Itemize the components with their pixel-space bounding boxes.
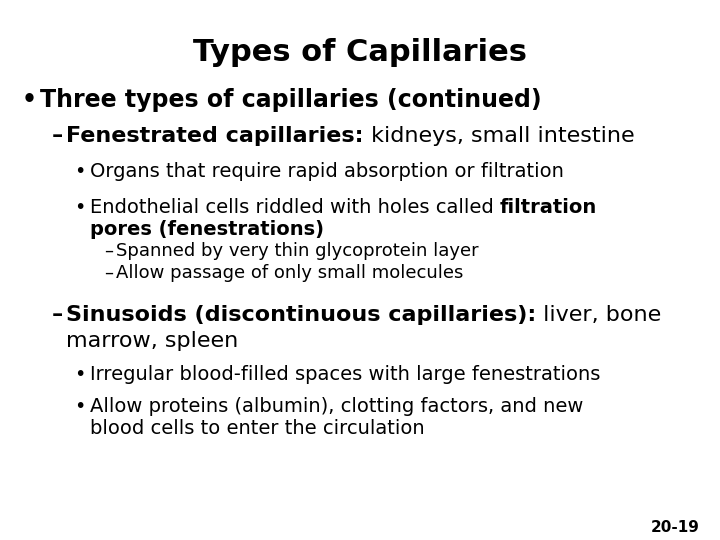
Text: Allow passage of only small molecules: Allow passage of only small molecules [116,264,464,282]
Text: Endothelial cells riddled with holes called: Endothelial cells riddled with holes cal… [90,198,500,217]
Text: filtration: filtration [500,198,598,217]
Text: •: • [22,88,37,112]
Text: Organs that require rapid absorption or filtration: Organs that require rapid absorption or … [90,162,564,181]
Text: –: – [104,242,113,260]
Text: Three types of capillaries (continued): Three types of capillaries (continued) [40,88,541,112]
Text: kidneys, small intestine: kidneys, small intestine [364,126,634,146]
Text: –: – [52,305,63,325]
Text: •: • [74,198,86,217]
Text: marrow, spleen: marrow, spleen [66,331,238,351]
Text: Types of Capillaries: Types of Capillaries [193,38,527,67]
Text: Irregular blood-filled spaces with large fenestrations: Irregular blood-filled spaces with large… [90,365,600,384]
Text: –: – [52,126,63,146]
Text: •: • [74,365,86,384]
Text: Spanned by very thin glycoprotein layer: Spanned by very thin glycoprotein layer [116,242,479,260]
Text: Sinusoids (discontinuous capillaries):: Sinusoids (discontinuous capillaries): [66,305,536,325]
Text: pores (fenestrations): pores (fenestrations) [90,220,324,239]
Text: liver, bone: liver, bone [536,305,662,325]
Text: blood cells to enter the circulation: blood cells to enter the circulation [90,419,425,438]
Text: •: • [74,162,86,181]
Text: –: – [104,264,113,282]
Text: Fenestrated capillaries:: Fenestrated capillaries: [66,126,364,146]
Text: Allow proteins (albumin), clotting factors, and new: Allow proteins (albumin), clotting facto… [90,397,583,416]
Text: •: • [74,397,86,416]
Text: 20-19: 20-19 [651,520,700,535]
